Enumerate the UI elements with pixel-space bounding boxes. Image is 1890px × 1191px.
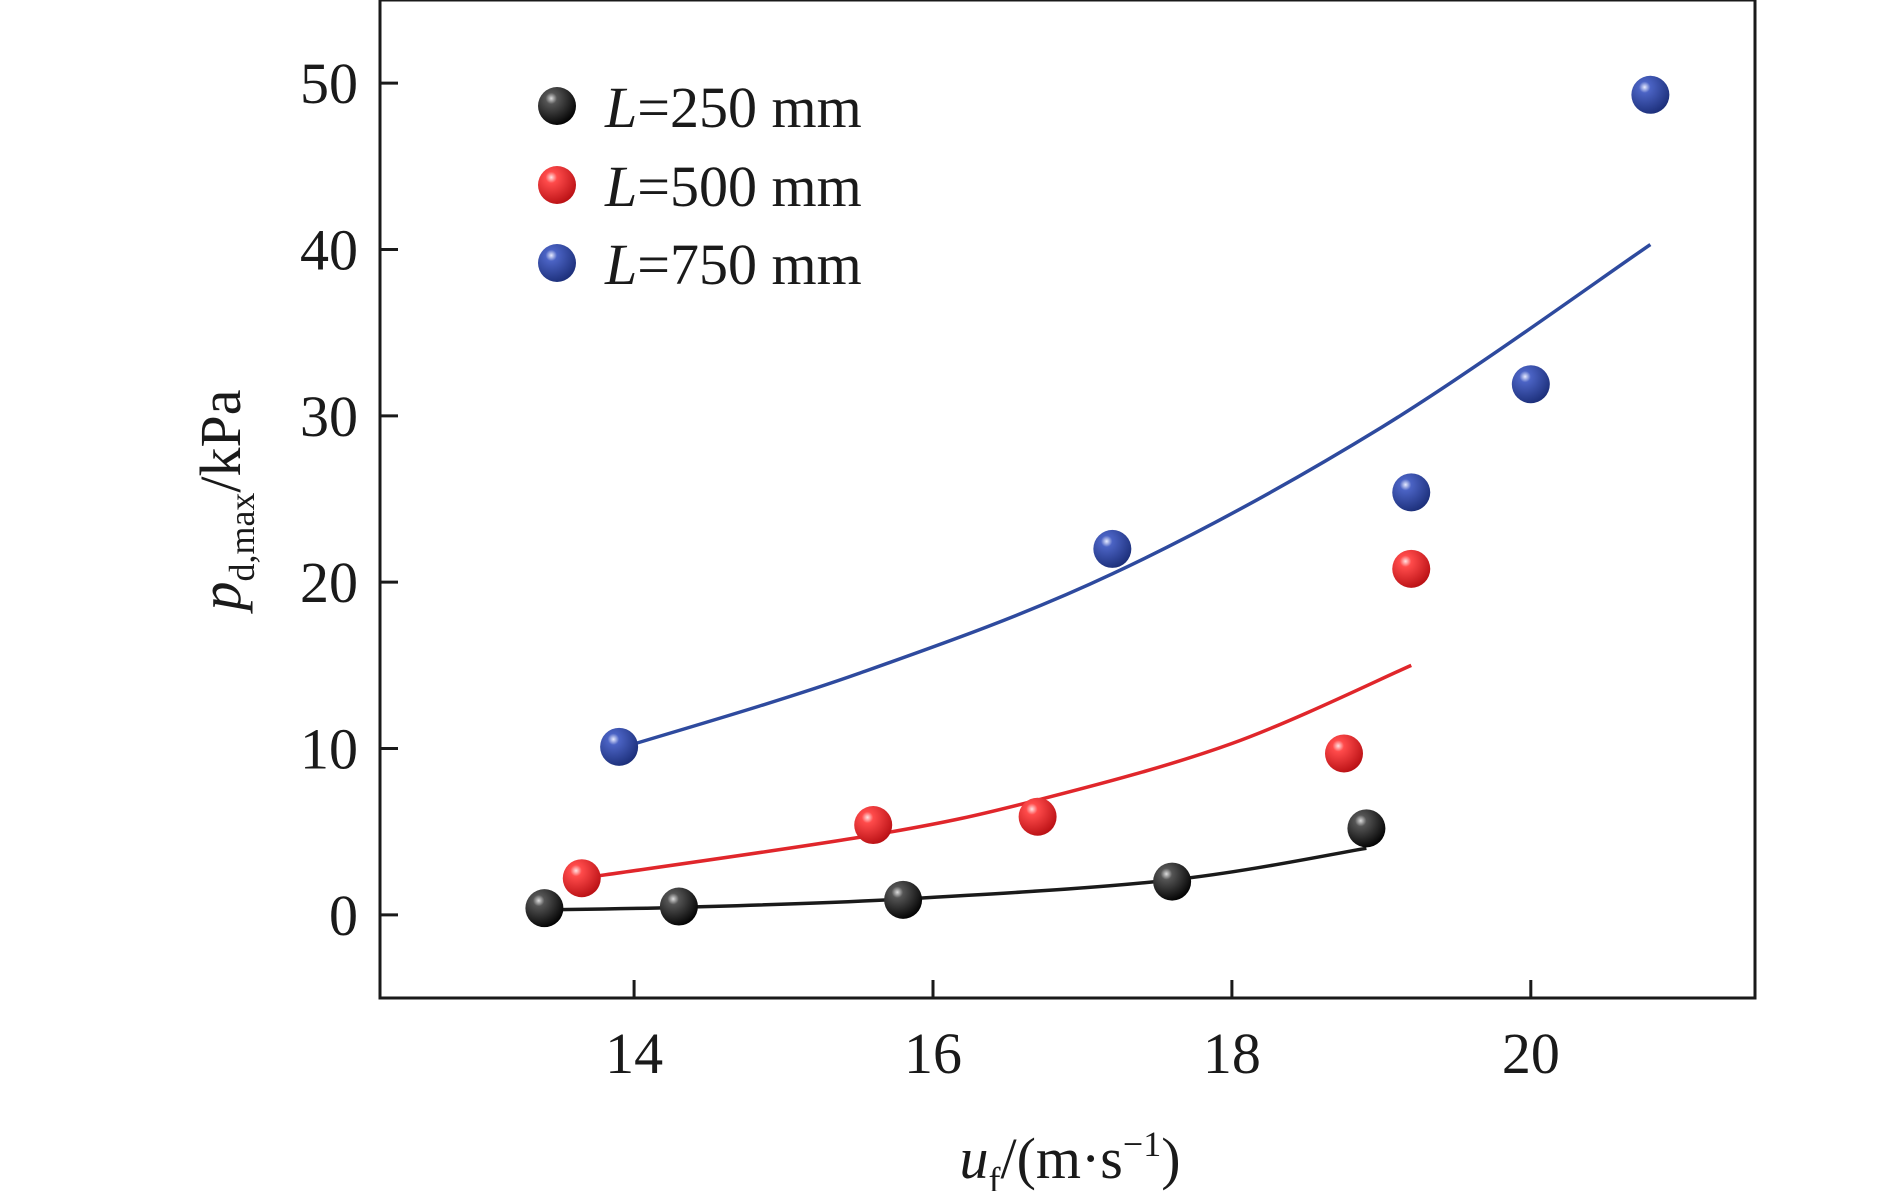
y-axis-rest: /kPa — [188, 389, 253, 492]
legend-rest-l250: =250 mm — [637, 75, 861, 140]
x-tick-label: 20 — [1502, 1021, 1560, 1086]
legend: L=250 mm L=500 mm L=750 mm — [538, 75, 862, 297]
legend-label-l500: L=500 mm — [604, 154, 862, 219]
data-point-series-1 — [1325, 734, 1363, 772]
x-axis-open: /(m·s — [1000, 1126, 1122, 1191]
y-tick-label: 40 — [300, 218, 358, 283]
data-point-series-1 — [1019, 798, 1057, 836]
data-point-series-2 — [1631, 76, 1669, 114]
legend-rest-l750: =750 mm — [637, 232, 861, 297]
chart: 14 16 18 20 0 10 20 30 40 50 uf/(m·s−1) pd,max/kP… — [0, 0, 1890, 1191]
data-point-series-2 — [1512, 365, 1550, 403]
y-axis-sub: d,max — [222, 493, 262, 582]
data-point-series-2 — [600, 728, 638, 766]
x-tick-label: 16 — [904, 1021, 962, 1086]
plot-frame — [380, 0, 1755, 998]
y-axis-title: pd,max/kPa — [188, 389, 262, 614]
x-axis-exp: −1 — [1123, 1124, 1161, 1164]
legend-item-l250: L=250 mm — [538, 75, 862, 140]
legend-item-l500: L=500 mm — [538, 154, 862, 219]
data-point-series-0 — [884, 881, 922, 919]
y-tick-label: 0 — [329, 883, 358, 948]
legend-var-l750: L — [604, 232, 637, 297]
data-point-series-0 — [660, 888, 698, 926]
y-axis-var: p — [188, 582, 253, 615]
fit-line-series-1 — [582, 665, 1411, 878]
data-point-series-1 — [1392, 550, 1430, 588]
y-tick-label: 20 — [300, 550, 358, 615]
data-point-series-1 — [854, 806, 892, 844]
data-point-series-2 — [1093, 530, 1131, 568]
axes: 14 16 18 20 0 10 20 30 40 50 — [300, 51, 1560, 1086]
legend-marker-l500 — [538, 166, 576, 204]
x-tick-label: 14 — [605, 1021, 663, 1086]
fit-line-series-2 — [619, 245, 1650, 749]
legend-var-l500: L — [604, 154, 637, 219]
data-point-series-0 — [525, 889, 563, 927]
legend-marker-l250 — [538, 87, 576, 125]
legend-rest-l500: =500 mm — [637, 154, 861, 219]
y-tick-label: 10 — [300, 717, 358, 782]
data-point-series-0 — [1347, 809, 1385, 847]
x-axis-close: ) — [1161, 1126, 1180, 1191]
x-axis-sub: f — [988, 1160, 1000, 1191]
x-axis-title: uf/(m·s−1) — [959, 1124, 1180, 1191]
data-point-series-2 — [1392, 473, 1430, 511]
legend-var-l250: L — [604, 75, 637, 140]
x-axis-var: u — [959, 1126, 988, 1191]
legend-marker-l750 — [538, 244, 576, 282]
legend-label-l250: L=250 mm — [604, 75, 862, 140]
legend-item-l750: L=750 mm — [538, 232, 862, 297]
x-tick-label: 18 — [1203, 1021, 1261, 1086]
fit-lines — [544, 245, 1650, 910]
y-tick-label: 30 — [300, 384, 358, 449]
data-point-series-0 — [1153, 863, 1191, 901]
y-tick-label: 50 — [300, 51, 358, 116]
data-point-series-1 — [563, 859, 601, 897]
legend-label-l750: L=750 mm — [604, 232, 862, 297]
